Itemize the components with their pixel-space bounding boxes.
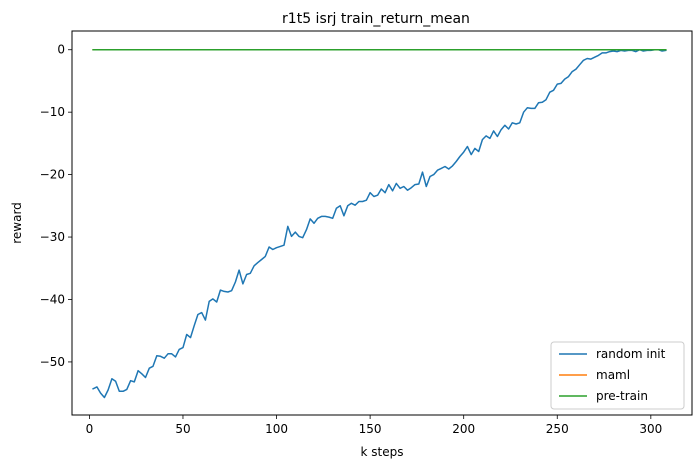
y-axis: 0 −10 −20 −30 −40 −50 xyxy=(40,43,72,369)
x-tick-label: 250 xyxy=(546,422,569,436)
y-tick-label: −20 xyxy=(40,168,65,182)
x-tick-label: 0 xyxy=(86,422,94,436)
x-tick-label: 200 xyxy=(452,422,475,436)
legend-label: maml xyxy=(596,368,630,382)
y-tick-label: −10 xyxy=(40,105,65,119)
y-tick-label: −50 xyxy=(40,355,65,369)
plot-area xyxy=(92,48,667,399)
axes-frame xyxy=(71,30,693,416)
x-tick-label: 300 xyxy=(639,422,662,436)
y-tick-label: −30 xyxy=(40,230,65,244)
x-tick-label: 150 xyxy=(359,422,382,436)
x-tick-label: 100 xyxy=(265,422,288,436)
legend-label: pre-train xyxy=(596,389,648,403)
legend: random init maml pre-train xyxy=(550,341,685,410)
y-tick-label: −40 xyxy=(40,292,65,306)
legend-label: random init xyxy=(596,347,666,361)
chart-title: r1t5 isrj train_return_mean xyxy=(282,11,470,27)
x-tick-label: 50 xyxy=(175,422,190,436)
y-tick-label: 0 xyxy=(57,43,65,57)
x-axis: 0 50 100 150 200 250 300 xyxy=(86,415,662,436)
legend-box xyxy=(550,341,685,410)
y-axis-label: reward xyxy=(10,202,24,244)
x-axis-label: k steps xyxy=(361,445,404,459)
series-line-random-init xyxy=(92,48,667,399)
